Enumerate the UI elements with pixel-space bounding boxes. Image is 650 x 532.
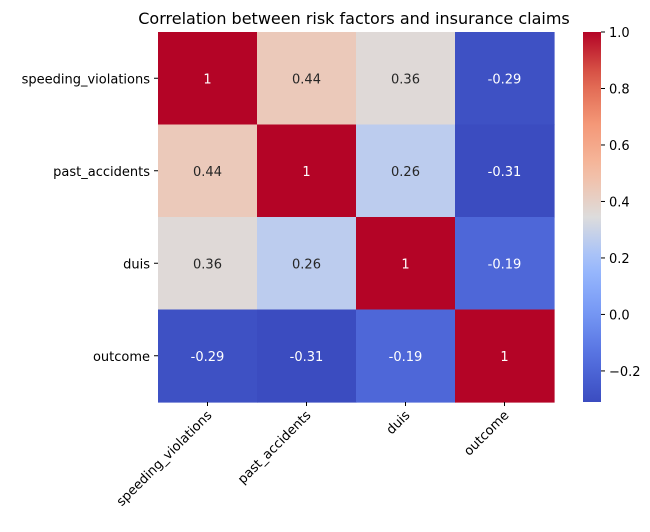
cell-annotation: 1 — [203, 72, 211, 87]
heatmap-cell — [257, 124, 357, 218]
cell-annotation: -0.19 — [488, 257, 522, 272]
colorbar-tick-label: 0.0 — [609, 308, 630, 323]
x-tick-label: past_accidents — [235, 408, 314, 487]
heatmap-cell — [356, 32, 456, 126]
colorbar-tick-label: 0.4 — [609, 195, 630, 210]
cell-annotation: -0.31 — [290, 350, 324, 365]
cell-annotations: 1 0.44 0.36 -0.29 0.44 1 0.26 -0.31 0.36 0.26 1 -0.… — [191, 72, 522, 365]
cell-annotation: -0.29 — [191, 350, 225, 365]
cell-annotation: 0.36 — [193, 257, 222, 272]
heatmap-cell — [257, 217, 357, 311]
cell-annotation: 0.26 — [292, 257, 321, 272]
cell-annotation: 1 — [500, 350, 508, 365]
heatmap-cell — [455, 217, 555, 311]
heatmap-cell — [257, 32, 357, 126]
chart-title: Correlation between risk factors and ins… — [138, 9, 570, 28]
y-tick-label: outcome — [93, 350, 150, 365]
cell-annotation: 1 — [401, 257, 409, 272]
colorbar-tick-label: 0.2 — [609, 252, 630, 267]
cell-annotation: -0.31 — [488, 165, 522, 180]
colorbar-tick-label: 0.8 — [609, 82, 630, 97]
colorbar-tick-label: −0.2 — [609, 365, 641, 380]
heatmap-cell — [356, 217, 456, 311]
cell-annotation: 0.36 — [391, 72, 420, 87]
heatmap-cell — [158, 32, 258, 126]
heatmap-cell — [356, 124, 456, 218]
y-tick-label: past_accidents — [53, 165, 150, 180]
cell-annotation: 0.44 — [193, 165, 222, 180]
cell-annotation: 0.44 — [292, 72, 321, 87]
colorbar-tick-label: 1.0 — [609, 26, 630, 41]
colorbar-tick-label: 0.6 — [609, 139, 630, 154]
heatmap-cell — [158, 309, 258, 403]
x-tick-labels: speeding_violations past_accidents duis out… — [114, 402, 512, 510]
y-tick-label: duis — [123, 257, 150, 272]
x-tick-label: duis — [384, 408, 414, 438]
heatmap-cell — [455, 309, 555, 403]
colorbar-ticks: −0.2 0.0 0.2 0.4 0.6 0.8 1.0 — [601, 26, 641, 380]
colorbar — [583, 32, 601, 402]
heatmap-cells — [158, 32, 555, 403]
heatmap-cell — [455, 124, 555, 218]
heatmap-cell — [158, 217, 258, 311]
x-tick-label: speeding_violations — [114, 408, 216, 510]
heatmap-cell — [455, 32, 555, 126]
cell-annotation: -0.29 — [488, 72, 522, 87]
y-tick-label: speeding_violations — [22, 72, 151, 87]
x-tick-label: outcome — [461, 408, 512, 459]
heatmap-cell — [356, 309, 456, 403]
heatmap-cell — [257, 309, 357, 403]
heatmap-cell — [158, 124, 258, 218]
cell-annotation: 1 — [302, 165, 310, 180]
cell-annotation: -0.19 — [389, 350, 423, 365]
cell-annotation: 0.26 — [391, 165, 420, 180]
